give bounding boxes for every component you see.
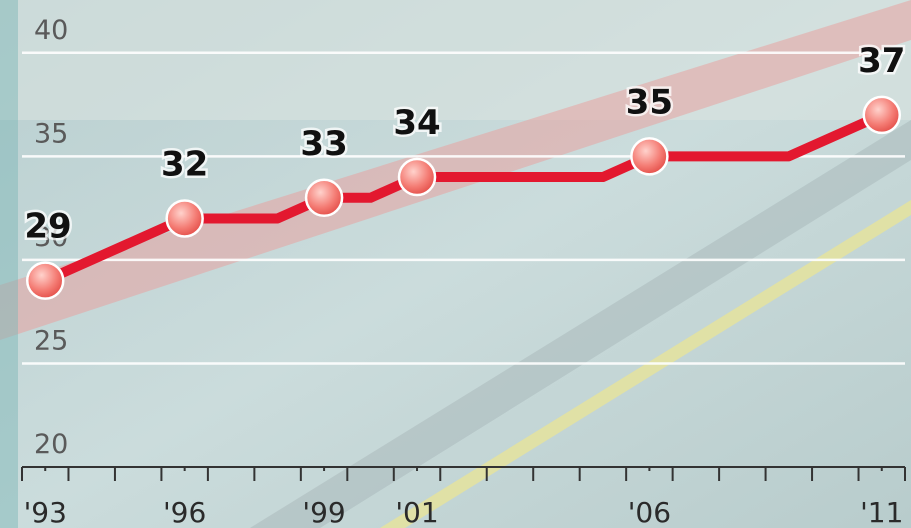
marker <box>165 199 204 238</box>
x-tick-label: '93 <box>24 496 67 528</box>
background-stripe <box>0 0 911 340</box>
x-tick-label: '96 <box>163 496 206 528</box>
line <box>43 110 884 286</box>
y-tick-label: 20 <box>34 429 68 460</box>
marker <box>862 95 902 135</box>
x-tick-label: '01 <box>395 496 438 528</box>
data-label: 34 <box>393 103 440 143</box>
x-axis: '93 '96 '99 '01 '06 '11 <box>21 466 906 528</box>
marker <box>25 261 65 300</box>
grid: 20 25 30 35 40 <box>22 15 905 460</box>
y-tick-label: 30 <box>34 222 68 253</box>
x-tick-label: '99 <box>302 496 345 528</box>
y-tick-label: 25 <box>34 325 68 356</box>
background <box>0 0 18 528</box>
marker <box>397 157 437 197</box>
data-label: 37 <box>858 41 905 81</box>
y-tick-label: 40 <box>34 15 68 46</box>
data-label: 29 <box>24 207 71 247</box>
plot: 29 32 33 34 35 37 <box>22 38 908 300</box>
background-stripe <box>250 120 911 528</box>
marker <box>630 137 669 176</box>
x-tick-label: '06 <box>628 496 671 528</box>
data-label: 33 <box>300 124 347 164</box>
y-tick-label: 35 <box>34 118 68 149</box>
x-tick-label: '11 <box>860 496 903 528</box>
marker <box>304 178 344 218</box>
data-label: 35 <box>626 82 673 122</box>
data-label: 32 <box>161 144 208 184</box>
